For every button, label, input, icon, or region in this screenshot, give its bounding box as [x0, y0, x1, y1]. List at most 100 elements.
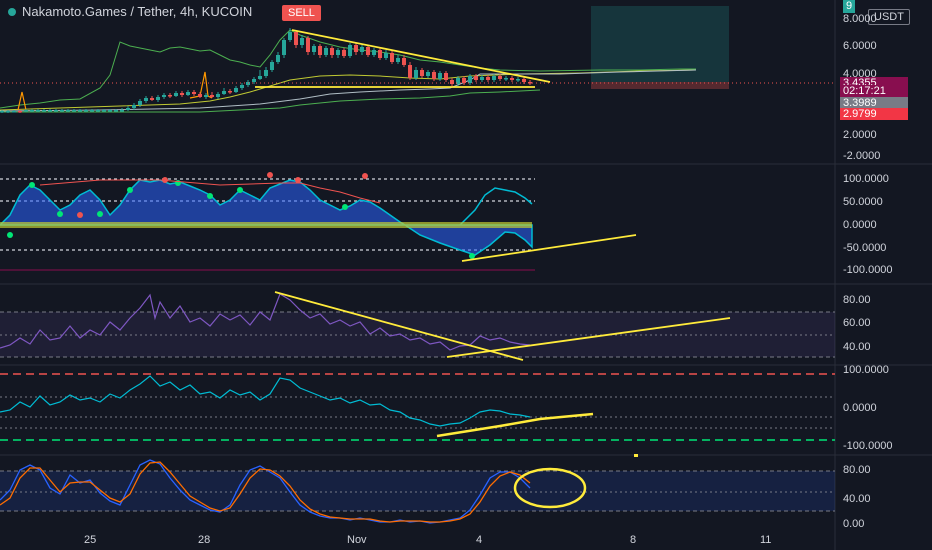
candle-body	[132, 105, 136, 108]
candle-body	[30, 110, 34, 112]
stoch-axis-tick: 40.00	[843, 493, 871, 505]
price-axis-tick: 2.0000	[843, 129, 877, 141]
candle-body	[78, 110, 82, 112]
currency-selector[interactable]: USDT	[868, 9, 910, 25]
osc-signal-dot	[29, 182, 35, 188]
osc-wave-area	[0, 179, 408, 226]
candle-body	[456, 78, 460, 84]
osc-axis-tick: 0.0000	[843, 219, 877, 231]
candle-body	[366, 47, 370, 55]
candle-body	[66, 110, 70, 112]
osc-axis-tick: 50.0000	[843, 196, 883, 208]
symbol-title[interactable]: Nakamoto.Games / Tether, 4h, KUCOIN	[22, 4, 253, 19]
osc-axis-tick: -100.0000	[843, 264, 893, 276]
osc-axis-tick: 100.0000	[843, 173, 889, 185]
candle-body	[84, 110, 88, 112]
osc-signal-dot	[97, 211, 103, 217]
candle-body	[54, 110, 58, 112]
candle-body	[36, 110, 40, 112]
osc-axis-tick: -50.0000	[843, 242, 887, 254]
rsi-line	[0, 293, 531, 351]
cci-axis-tick: 0.0000	[843, 402, 877, 414]
candle-body	[408, 65, 412, 78]
price-axis-tick: -2.0000	[843, 150, 881, 162]
candle-body	[378, 50, 382, 58]
candle-body	[222, 91, 226, 94]
candle-body	[138, 101, 142, 105]
stoch-highlight-ellipse[interactable]	[513, 467, 587, 509]
osc-signal-dot	[469, 253, 475, 259]
status-dot-icon	[8, 8, 16, 16]
candle-body	[258, 76, 262, 79]
candle-body	[444, 73, 448, 80]
candle-body	[348, 45, 352, 56]
candle-body	[216, 94, 220, 97]
candle-body	[18, 111, 22, 113]
candle-body	[192, 92, 196, 94]
candle-body	[330, 48, 334, 55]
candle-body	[390, 53, 394, 62]
osc-signal-dot	[127, 187, 133, 193]
candle-body	[42, 110, 46, 112]
candle-body	[354, 45, 358, 52]
candle-body	[396, 58, 400, 62]
candlestick-series[interactable]	[0, 28, 532, 113]
candle-body	[324, 48, 328, 55]
price-axis-tick: 8.0000	[843, 13, 877, 25]
marker-dot	[634, 454, 638, 457]
candle-body	[342, 50, 346, 56]
candle-body	[174, 93, 178, 96]
candle-body	[414, 70, 418, 78]
osc-signal-dot	[7, 232, 13, 238]
candle-body	[24, 110, 28, 112]
candle-body	[228, 91, 232, 93]
rsi-axis-tick: 40.00	[843, 341, 871, 353]
candle-body	[468, 76, 472, 83]
osc-signal-dot	[237, 187, 243, 193]
time-axis-label: 8	[630, 534, 637, 546]
candle-body	[144, 98, 148, 101]
baseline-line	[0, 69, 697, 112]
price-badge: 3.3989	[840, 97, 908, 109]
candle-body	[162, 95, 166, 97]
candle-body	[180, 93, 184, 95]
cci-line	[0, 375, 531, 427]
osc-signal-dot	[207, 193, 213, 199]
candle-body	[102, 110, 106, 112]
candle-body	[384, 53, 388, 58]
cci-trendline[interactable]	[436, 412, 594, 438]
orange-spike-line	[17, 91, 27, 111]
top-price-badge: 9	[843, 0, 856, 13]
candle-body	[108, 110, 112, 112]
stoch-d-line	[0, 461, 531, 523]
time-axis-label: 4	[476, 534, 483, 546]
candle-body	[114, 110, 118, 112]
long-position-loss-zone[interactable]	[591, 82, 729, 89]
candle-body	[120, 110, 124, 112]
candle-body	[210, 95, 214, 97]
rsi-downtrend-line[interactable]	[274, 291, 524, 361]
osc-wave-area-negative	[402, 224, 533, 256]
rsi-uptrend-line[interactable]	[446, 317, 731, 358]
candle-body	[372, 50, 376, 55]
candle-body	[360, 47, 364, 52]
candle-body	[450, 80, 454, 84]
candle-body	[252, 79, 256, 82]
osc-red-signal-line	[39, 179, 381, 204]
osc-trendline[interactable]	[461, 234, 637, 262]
osc-signal-dot	[57, 211, 63, 217]
time-axis-label: Nov	[347, 534, 367, 546]
candle-body	[480, 77, 484, 80]
osc-signal-dot	[77, 212, 83, 218]
candle-body	[294, 32, 298, 45]
candle-body	[72, 110, 76, 112]
candle-body	[492, 76, 496, 80]
cci-axis-tick: 100.0000	[843, 364, 889, 376]
candle-body	[438, 73, 442, 79]
candle-body	[528, 82, 532, 84]
price-resistance-trendline[interactable]	[291, 29, 551, 83]
candle-body	[96, 110, 100, 112]
candle-body	[48, 110, 52, 112]
candle-body	[240, 85, 244, 88]
